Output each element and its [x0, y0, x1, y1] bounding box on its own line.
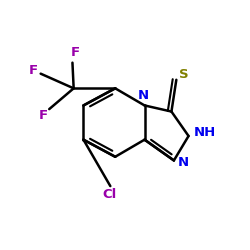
Text: S: S — [179, 68, 188, 82]
Text: N: N — [178, 156, 189, 170]
Text: F: F — [38, 109, 48, 122]
Text: Cl: Cl — [102, 188, 116, 201]
Text: NH: NH — [193, 126, 216, 139]
Text: F: F — [29, 64, 38, 76]
Text: F: F — [70, 46, 80, 60]
Text: N: N — [138, 89, 149, 102]
